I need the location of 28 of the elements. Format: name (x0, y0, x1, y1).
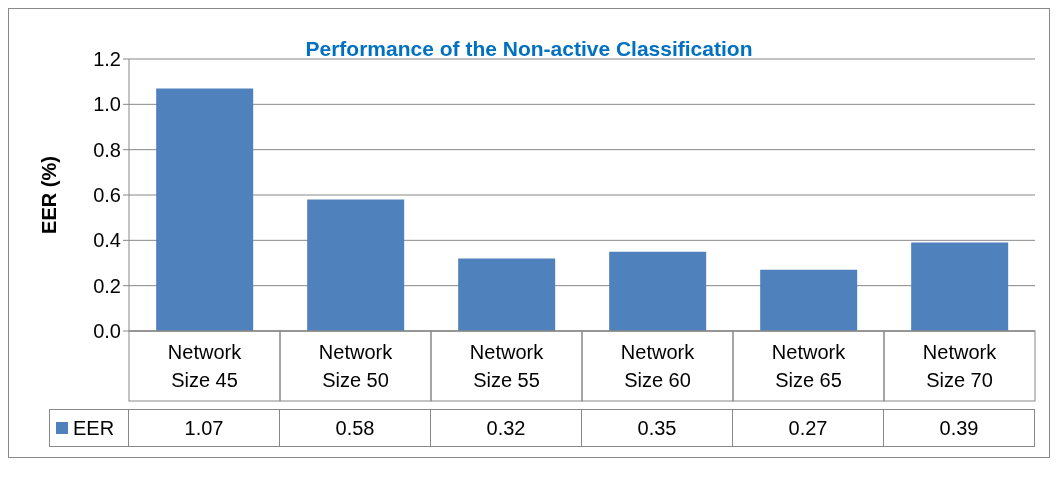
y-tick-label: 1.2 (93, 48, 121, 71)
bar (307, 199, 405, 331)
data-label: 0.27 (733, 409, 884, 447)
x-tick-label: Network Size 45 (167, 341, 243, 391)
y-axis-title: EER (%) (38, 156, 61, 234)
x-tick-label: Network Size 70 (922, 341, 998, 391)
y-tick-label: 0.4 (93, 229, 121, 252)
bar (156, 88, 254, 331)
data-label: 0.39 (884, 409, 1035, 447)
y-tick-label: 0.8 (93, 138, 121, 161)
bar (760, 269, 858, 331)
y-tick-label: 0.0 (93, 320, 121, 343)
x-tick-label: Network Size 60 (620, 341, 696, 391)
data-label: 0.35 (582, 409, 733, 447)
y-tick-label: 1.0 (93, 93, 121, 116)
x-tick-label: Network Size 55 (469, 341, 545, 391)
data-label: 0.32 (431, 409, 582, 447)
bar (609, 251, 707, 331)
bar (458, 258, 556, 331)
y-tick-label: 0.6 (93, 184, 121, 207)
data-label: 0.58 (280, 409, 431, 447)
data-label: 1.07 (129, 409, 280, 447)
x-tick-label: Network Size 50 (318, 341, 394, 391)
y-tick-label: 0.2 (93, 274, 121, 297)
bar (911, 242, 1009, 331)
chart-title: Performance of the Non-active Classification (305, 37, 753, 60)
x-tick-label: Network Size 65 (771, 341, 847, 391)
legend-label: EER (73, 416, 115, 440)
